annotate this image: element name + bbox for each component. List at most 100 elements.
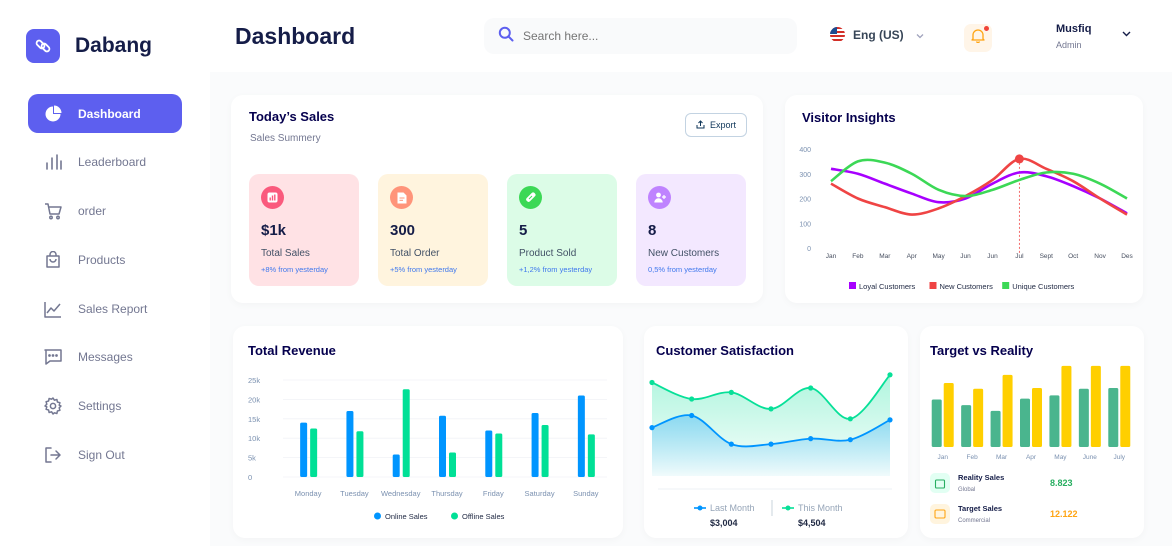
page-title: Dashboard xyxy=(235,23,356,49)
stat-value: $1k xyxy=(261,222,287,239)
legend-label: Loyal Customers xyxy=(859,282,916,291)
sidebar-item-products[interactable]: Products xyxy=(28,240,182,279)
sidebar-item-label: Products xyxy=(78,252,126,267)
legend-swatch xyxy=(929,282,937,289)
customer-satisfaction-title: Customer Satisfaction xyxy=(656,343,794,358)
bar xyxy=(973,388,984,447)
legend-swatch xyxy=(374,512,381,520)
target-legend-1-sub: Commercial xyxy=(958,518,990,524)
stat-value: 5 xyxy=(519,222,528,239)
target-legend-0-label: Reality Sales xyxy=(958,473,1004,482)
sidebar-item-order[interactable]: order xyxy=(28,192,182,231)
legend-label: This Month xyxy=(798,503,843,513)
data-point xyxy=(808,436,814,442)
sidebar-item-label: order xyxy=(78,204,107,219)
stat-change: +1,2% from yesterday xyxy=(519,265,593,274)
logo[interactable]: Dabang xyxy=(26,29,152,63)
target-vs-reality-title: Target vs Reality xyxy=(930,343,1034,358)
stat-value: 300 xyxy=(390,222,416,239)
notification-button[interactable] xyxy=(964,24,992,52)
legend-total: $4,504 xyxy=(798,518,826,528)
app-name: Dabang xyxy=(75,34,153,57)
x-tick-label: May xyxy=(1054,454,1067,461)
legend-swatch xyxy=(697,505,703,511)
us-flag-icon xyxy=(830,27,845,42)
y-tick-label: 100 xyxy=(799,221,811,228)
sidebar-item-settings[interactable]: Settings xyxy=(28,387,182,426)
data-point xyxy=(649,425,655,431)
data-point xyxy=(847,416,853,422)
sidebar-item-messages[interactable]: Messages xyxy=(28,338,182,377)
bar xyxy=(541,425,549,477)
pie-chart-icon xyxy=(42,103,64,125)
x-tick-label: Friday xyxy=(483,489,504,498)
todays-sales-title: Today’s Sales xyxy=(249,109,335,124)
stat-card-total-sales: $1k Total Sales +8% from yesterday xyxy=(249,174,359,286)
x-tick-label: Wednesday xyxy=(381,489,421,498)
sidebar-item-label: Settings xyxy=(78,399,122,414)
customer-satisfaction-chart: Last Month $3,004 This Month $4,504 xyxy=(649,372,893,528)
data-point xyxy=(768,441,774,447)
todays-sales-subtitle: Sales Summery xyxy=(250,133,321,144)
x-tick-label: Saturday xyxy=(525,489,555,498)
x-tick-label: Tuesday xyxy=(340,489,369,498)
bar xyxy=(346,411,354,477)
user-menu-chevron-icon[interactable] xyxy=(1122,24,1131,42)
y-tick-label: 20k xyxy=(248,395,260,404)
data-point xyxy=(887,372,893,378)
x-tick-label: Feb xyxy=(967,454,979,461)
bar xyxy=(495,433,503,477)
data-point xyxy=(649,379,655,386)
x-tick-label: Sunday xyxy=(573,489,599,498)
user-role: Admin xyxy=(1056,40,1082,50)
legend-total: $3,004 xyxy=(710,518,738,528)
stat-change: 0,5% from yesterday xyxy=(648,265,717,274)
export-button[interactable]: Export xyxy=(685,113,747,137)
highlight-point xyxy=(1014,154,1024,164)
export-label: Export xyxy=(709,120,736,130)
sidebar-item-leaderboard[interactable]: Leaderboard xyxy=(28,143,182,182)
x-tick-label: Apr xyxy=(1026,454,1037,461)
target-legend-0-icon-bg xyxy=(930,473,950,493)
notification-dot xyxy=(984,26,989,31)
bag-icon xyxy=(42,249,64,271)
bar xyxy=(587,434,595,477)
visitor-insights-card: Visitor Insights 400 300 200 100 0 Jan Feb Mar A… xyxy=(785,95,1143,303)
target-vs-reality-chart: Jan Feb Mar Apr May June July Reality Sales Glob… xyxy=(930,365,1131,524)
stat-change: +8% from yesterday xyxy=(261,265,328,274)
series-line xyxy=(830,158,1128,200)
sidebar-item-sign-out[interactable]: Sign Out xyxy=(28,436,182,475)
search-input[interactable] xyxy=(523,29,773,43)
target-legend-1-icon-bg xyxy=(930,504,950,524)
x-tick-label: Jan xyxy=(937,454,948,461)
bar xyxy=(392,454,400,477)
user-name: Musfiq xyxy=(1056,23,1092,35)
bar xyxy=(1032,387,1042,447)
x-tick-label: July xyxy=(1114,454,1126,461)
stat-card-product-sold: 5 Product Sold +1,2% from yesterday xyxy=(507,174,617,286)
bar-chart-icon xyxy=(42,151,64,173)
sidebar-item-label: Dashboard xyxy=(78,106,141,121)
legend-label: Last Month xyxy=(710,503,755,513)
x-tick-label: Jul xyxy=(1015,253,1024,260)
todays-sales-card: Today’s Sales Sales Summery Export $1k T… xyxy=(231,95,763,303)
search-bar[interactable] xyxy=(484,18,797,54)
sidebar-item-sales-report[interactable]: Sales Report xyxy=(28,289,182,328)
bar xyxy=(531,412,539,477)
bar xyxy=(402,389,410,477)
y-tick-label: 0 xyxy=(248,473,252,482)
message-icon xyxy=(42,346,64,368)
visitor-insights-chart: 400 300 200 100 0 Jan Feb Mar Apr May Jun Jun Jul Sep… xyxy=(799,147,1133,291)
sidebar-item-dashboard[interactable]: Dashboard xyxy=(28,94,182,133)
bar xyxy=(300,422,308,477)
data-point xyxy=(887,417,893,423)
series-line xyxy=(830,157,1128,216)
language-selector[interactable]: Eng (US) xyxy=(830,27,924,42)
main-content: Today’s Sales Sales Summery Export $1k T… xyxy=(210,72,1172,546)
x-tick-label: Mar xyxy=(996,454,1008,461)
x-tick-label: Oct xyxy=(1068,253,1078,260)
y-tick-label: 10k xyxy=(248,434,260,443)
bar xyxy=(961,405,972,447)
total-revenue-chart: 25k 20k 15k 10k 5k 0 Monday Tuesday Wednesday Thu… xyxy=(248,376,607,521)
user-profile[interactable]: Musfiq Admin xyxy=(1056,23,1091,50)
